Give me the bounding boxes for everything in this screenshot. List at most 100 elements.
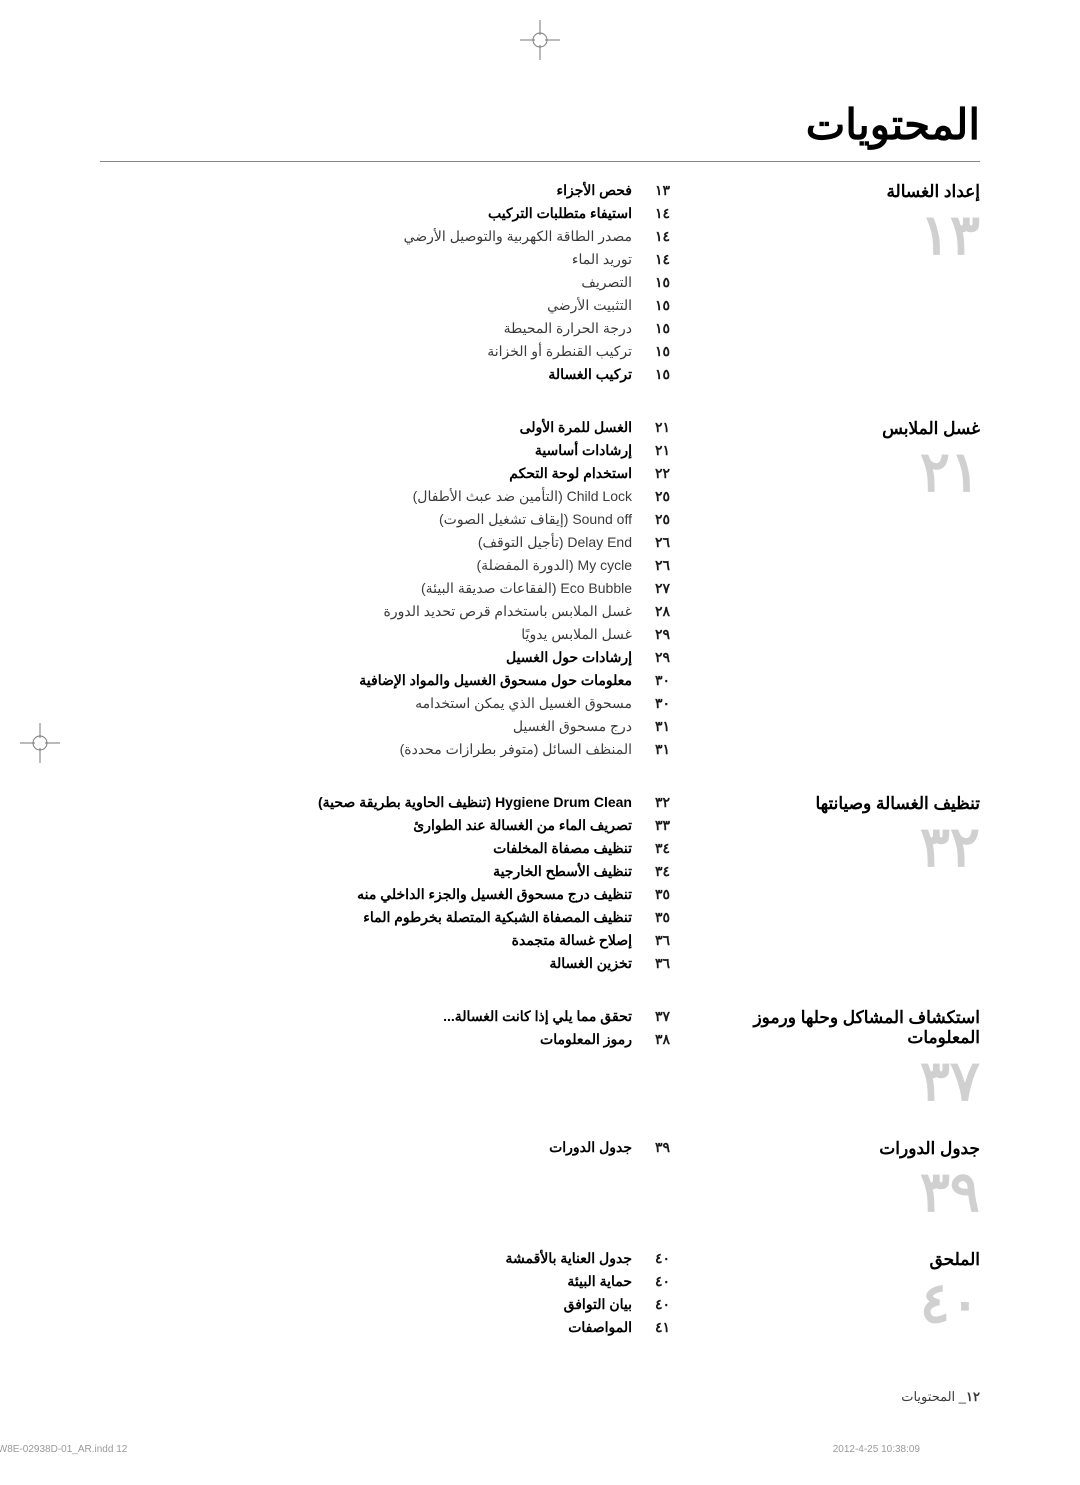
toc-page-number: ١٥	[640, 274, 680, 291]
section-header: تنظيف الغسالة وصيانتها٣٢	[680, 794, 980, 978]
toc-item-text: تنظيف المصفاة الشبكية المتصلة بخرطوم الم…	[363, 909, 640, 926]
toc-item-text: جدول العناية بالأقمشة	[506, 1250, 640, 1267]
toc-line: ٣٨رموز المعلومات	[100, 1031, 680, 1048]
toc-page-number: ٢١	[640, 419, 680, 436]
section-items: ١٣فحص الأجزاء١٤استيفاء متطلبات التركيب١٤…	[100, 182, 680, 389]
toc-page-number: ٣٧	[640, 1008, 680, 1025]
toc-page-number: ٣٠	[640, 672, 680, 689]
section-items: ٣٩جدول الدورات	[100, 1139, 680, 1220]
toc-page-number: ٤٠	[640, 1273, 680, 1290]
toc-page-number: ١٥	[640, 366, 680, 383]
toc-item-text: تحقق مما يلي إذا كانت الغسالة...	[443, 1008, 640, 1025]
toc-line: ٢٩إرشادات حول الغسيل	[100, 649, 680, 666]
toc-item-text: My cycle (الدورة المفضلة)	[476, 557, 640, 574]
toc-page-number: ٣٤	[640, 863, 680, 880]
toc-page-number: ٢٢	[640, 465, 680, 482]
toc-line: ٢٩غسل الملابس يدويًا	[100, 626, 680, 643]
toc-page-number: ٤١	[640, 1319, 680, 1336]
section-title: غسل الملابس	[710, 419, 980, 439]
footer: ١٢_ المحتويات	[901, 1389, 980, 1405]
section-items: ٣٢Hygiene Drum Clean (تنظيف الحاوية بطري…	[100, 794, 680, 978]
toc-page-number: ٣٥	[640, 886, 680, 903]
toc-line: ٣٦تخزين الغسالة	[100, 955, 680, 972]
toc-item-text: درج مسحوق الغسيل	[513, 718, 640, 735]
toc-page-number: ٣٣	[640, 817, 680, 834]
toc-item-text: تصريف الماء من الغسالة عند الطوارئ	[413, 817, 640, 834]
toc-page-number: ٤٠	[640, 1296, 680, 1313]
section-header: جدول الدورات٣٩	[680, 1139, 980, 1220]
section-big-number: ٢١	[710, 444, 980, 500]
section-title: استكشاف المشاكل وحلها ورموز المعلومات	[710, 1008, 980, 1048]
footer-separator: _	[959, 1389, 966, 1404]
toc-line: ٣٩جدول الدورات	[100, 1139, 680, 1156]
toc-page-number: ١٣	[640, 182, 680, 199]
toc-item-text: مصدر الطاقة الكهربية والتوصيل الأرضي	[404, 228, 640, 245]
toc-line: ١٤مصدر الطاقة الكهربية والتوصيل الأرضي	[100, 228, 680, 245]
toc-item-text: التصريف	[581, 274, 640, 291]
toc-page-number: ٣٦	[640, 955, 680, 972]
toc-item-text: الغسل للمرة الأولى	[520, 419, 640, 436]
toc-page-number: ١٥	[640, 297, 680, 314]
toc-line: ٢٧Eco Bubble (الفقاعات صديقة البيئة)	[100, 580, 680, 597]
section-header: الملحق٤٠	[680, 1250, 980, 1342]
toc-line: ٣١المنظف السائل (متوفر بطرازات محددة)	[100, 741, 680, 758]
toc-line: ٢٢استخدام لوحة التحكم	[100, 465, 680, 482]
toc-page-number: ٣١	[640, 741, 680, 758]
section-header: إعداد الغسالة١٣	[680, 182, 980, 389]
toc-item-text: المنظف السائل (متوفر بطرازات محددة)	[400, 741, 640, 758]
toc-line: ٢٨غسل الملابس باستخدام قرص تحديد الدورة	[100, 603, 680, 620]
page-title: المحتويات	[100, 100, 980, 162]
toc-line: ٣٧تحقق مما يلي إذا كانت الغسالة...	[100, 1008, 680, 1025]
toc-page-number: ١٤	[640, 228, 680, 245]
toc-line: ٢٦Delay End (تأجيل التوقف)	[100, 534, 680, 551]
print-metadata: WF0854W8E-02938D-01_AR.indd 12 2012-4-25…	[0, 1444, 980, 1455]
toc-item-text: غسل الملابس يدويًا	[521, 626, 640, 643]
toc-page-number: ٣٩	[640, 1139, 680, 1156]
toc-item-text: رموز المعلومات	[540, 1031, 640, 1048]
toc-line: ٣٣تصريف الماء من الغسالة عند الطوارئ	[100, 817, 680, 834]
footer-label: المحتويات	[901, 1389, 955, 1404]
toc-page-number: ١٤	[640, 205, 680, 222]
toc-item-text: استيفاء متطلبات التركيب	[488, 205, 640, 222]
toc-item-text: المواصفات	[568, 1319, 640, 1336]
toc-item-text: Child Lock (التأمين ضد عبث الأطفال)	[413, 488, 640, 505]
section-header: استكشاف المشاكل وحلها ورموز المعلومات٣٧	[680, 1008, 980, 1109]
toc-line: ٣٠معلومات حول مسحوق الغسيل والمواد الإضا…	[100, 672, 680, 689]
toc-page-number: ١٤	[640, 251, 680, 268]
toc-page-number: ١٥	[640, 320, 680, 337]
section-big-number: ١٣	[710, 207, 980, 263]
toc-line: ١٣فحص الأجزاء	[100, 182, 680, 199]
toc-line: ٤١المواصفات	[100, 1319, 680, 1336]
toc-line: ٢٥Sound off (إيقاف تشغيل الصوت)	[100, 511, 680, 528]
toc-item-text: فحص الأجزاء	[557, 182, 641, 199]
toc-content: إعداد الغسالة١٣١٣فحص الأجزاء١٤استيفاء مت…	[100, 182, 980, 1342]
toc-page-number: ٣٠	[640, 695, 680, 712]
toc-item-text: تخزين الغسالة	[549, 955, 640, 972]
section-big-number: ٣٩	[710, 1164, 980, 1220]
toc-line: ١٥تركيب القنطرة أو الخزانة	[100, 343, 680, 360]
toc-line: ١٤استيفاء متطلبات التركيب	[100, 205, 680, 222]
toc-item-text: حماية البيئة	[567, 1273, 640, 1290]
toc-page-number: ٢٥	[640, 511, 680, 528]
toc-page-number: ٢٦	[640, 557, 680, 574]
toc-page-number: ٢٨	[640, 603, 680, 620]
toc-section: جدول الدورات٣٩٣٩جدول الدورات	[100, 1139, 980, 1220]
toc-page-number: ٢٩	[640, 626, 680, 643]
toc-line: ٣٥تنظيف المصفاة الشبكية المتصلة بخرطوم ا…	[100, 909, 680, 926]
toc-line: ٣١درج مسحوق الغسيل	[100, 718, 680, 735]
section-items: ٢١الغسل للمرة الأولى٢١إرشادات أساسية٢٢اس…	[100, 419, 680, 764]
toc-item-text: تنظيف الأسطح الخارجية	[493, 863, 640, 880]
toc-page-number: ٣٢	[640, 794, 680, 811]
toc-item-text: تنظيف درج مسحوق الغسيل والجزء الداخلي من…	[357, 886, 640, 903]
toc-line: ٣٥تنظيف درج مسحوق الغسيل والجزء الداخلي …	[100, 886, 680, 903]
toc-line: ٢١الغسل للمرة الأولى	[100, 419, 680, 436]
toc-line: ٢٥Child Lock (التأمين ضد عبث الأطفال)	[100, 488, 680, 505]
toc-item-text: إرشادات أساسية	[535, 442, 640, 459]
toc-line: ٣٠مسحوق الغسيل الذي يمكن استخدامه	[100, 695, 680, 712]
toc-item-text: درجة الحرارة المحيطة	[504, 320, 640, 337]
toc-page-number: ٣١	[640, 718, 680, 735]
section-header: غسل الملابس ٢١	[680, 419, 980, 764]
toc-section: استكشاف المشاكل وحلها ورموز المعلومات٣٧٣…	[100, 1008, 980, 1109]
toc-page-number: ٢١	[640, 442, 680, 459]
toc-item-text: توريد الماء	[572, 251, 640, 268]
